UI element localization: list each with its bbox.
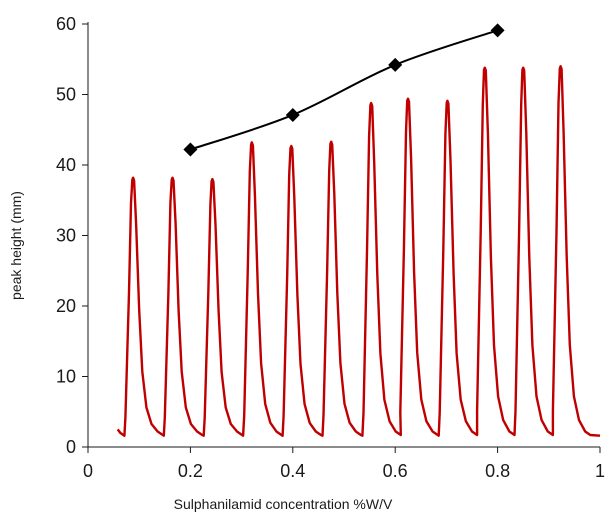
x-tick-label: 0.2 [178,461,203,481]
calibration-point [183,142,198,157]
y-tick-label: 50 [56,85,76,105]
calibration-point [285,107,300,122]
calibration-point [490,23,505,38]
axes: 0 10 20 30 40 50 60 0 0.2 0.4 0.6 0.8 1 [56,14,605,481]
y-tick-label: 30 [56,226,76,246]
x-tick-label: 0.4 [280,461,305,481]
y-tick-label: 40 [56,155,76,175]
y-tick-label: 10 [56,367,76,387]
series-layer [116,23,601,437]
calibration-line [190,29,498,151]
y-tick-label: 20 [56,296,76,316]
x-tick-label: 0.6 [383,461,408,481]
y-axis-title: peak height (mm) [8,191,24,300]
calibration-point [388,57,403,72]
x-tick-label: 1 [595,461,605,481]
x-tick-label: 0.8 [485,461,510,481]
y-tick-label: 0 [66,437,76,457]
y-tick-label: 60 [56,14,76,34]
peak-trace [116,65,601,437]
x-tick-label: 0 [83,461,93,481]
x-axis-title: Sulphanilamid concentration %W/V [174,496,393,512]
